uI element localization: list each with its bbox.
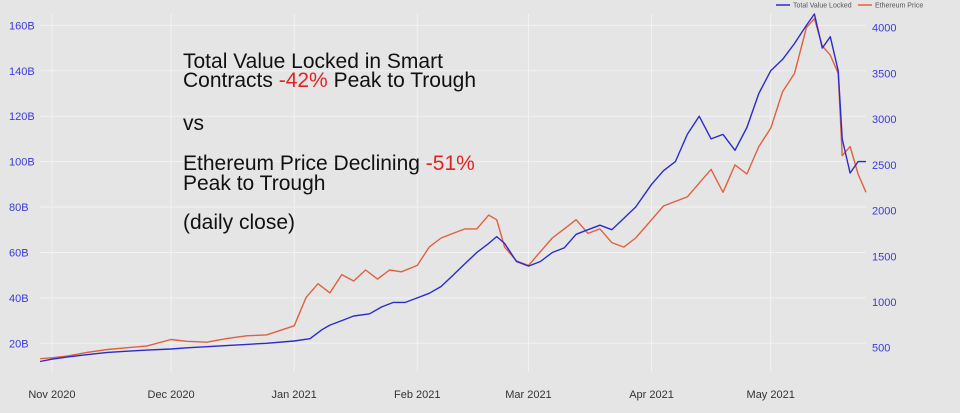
annotation-line-2: Contracts -42% Peak to Trough (183, 69, 476, 92)
y-left-tick-label: 100B (9, 157, 35, 169)
x-tick-label: May 2021 (747, 389, 795, 401)
y-right-tick-label: 4000 (872, 23, 896, 35)
x-tick-label: Feb 2021 (394, 389, 440, 401)
annotation-line-5: (daily close) (183, 211, 295, 234)
right-y-axis: 500 1000 1500 2000 2500 3000 3500 4000 (872, 23, 896, 355)
annotation-block: Total Value Locked in Smart Contracts -4… (183, 50, 476, 234)
annotation-line-3: Ethereum Price Declining -51% (183, 152, 475, 175)
annotation-line-2-suffix: Peak to Trough (328, 69, 476, 92)
left-y-axis: 20B 40B 60B 80B 100B 120B 140B 160B (9, 20, 35, 350)
legend: Total Value Locked Ethereum Price (776, 3, 923, 10)
annotation-tvl-decline: -42% (279, 69, 328, 92)
annotation-vs: vs (183, 112, 204, 135)
y-left-tick-label: 120B (9, 111, 35, 123)
annotation-line-1: Total Value Locked in Smart (183, 50, 443, 73)
annotation-line-2-prefix: Contracts (183, 69, 279, 92)
y-right-tick-label: 500 (872, 343, 890, 355)
y-left-tick-label: 80B (9, 202, 29, 214)
y-right-tick-label: 2000 (872, 206, 896, 218)
y-right-tick-label: 3000 (872, 114, 896, 126)
y-right-tick-label: 1500 (872, 251, 896, 263)
x-axis: Nov 2020 Dec 2020 Jan 2021 Feb 2021 Mar 2021… (28, 389, 794, 401)
x-tick-label: Dec 2020 (148, 389, 195, 401)
annotation-eth-decline: -51% (426, 152, 475, 175)
annotation-line-4: Peak to Trough (183, 172, 325, 195)
y-right-tick-label: 1000 (872, 297, 896, 309)
grid (40, 14, 866, 372)
y-right-tick-label: 2500 (872, 160, 896, 172)
x-tick-label: Mar 2021 (505, 389, 551, 401)
x-tick-label: Apr 2021 (629, 389, 674, 401)
y-left-tick-label: 60B (9, 247, 29, 259)
y-left-tick-label: 140B (9, 66, 35, 78)
x-tick-label: Nov 2020 (28, 389, 75, 401)
legend-label-eth: Ethereum Price (875, 3, 923, 10)
legend-label-tvl: Total Value Locked (793, 3, 852, 10)
y-left-tick-label: 160B (9, 20, 35, 32)
y-left-tick-label: 40B (9, 293, 29, 305)
x-tick-label: Jan 2021 (272, 389, 317, 401)
y-left-tick-label: 20B (9, 338, 29, 350)
series-line-tvl (39, 13, 866, 363)
annotation-line-3-prefix: Ethereum Price Declining (183, 152, 426, 175)
y-right-tick-label: 3500 (872, 68, 896, 80)
series-lines (39, 13, 867, 363)
